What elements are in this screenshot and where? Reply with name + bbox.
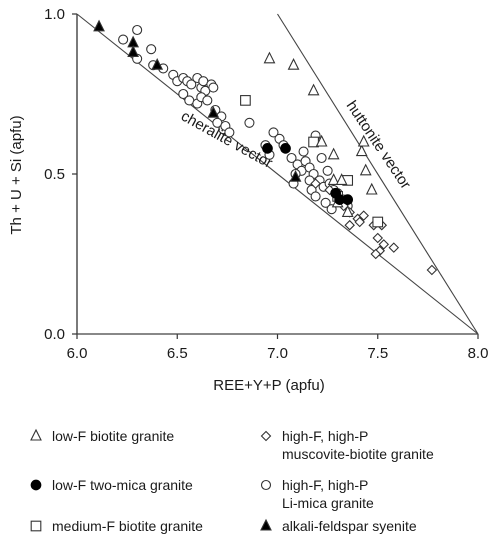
legend-marker-circle-open [260, 479, 272, 491]
data-point-diamond-open [378, 239, 390, 250]
data-point-triangle-filled [127, 45, 140, 57]
data-point-diamond-open [388, 242, 400, 253]
data-point-triangle-open [355, 144, 368, 157]
legend-label: high-F, high-P [282, 428, 368, 444]
legend-entry: high-F, high-P Li-mica granite [260, 477, 374, 511]
series-circle-open [118, 24, 353, 215]
data-point-circle-open [118, 34, 129, 45]
data-point-circle-open [178, 88, 189, 100]
cheralite-vector-label: cheralite vector [178, 108, 275, 172]
data-point-triangle-open [327, 173, 340, 185]
legend-marker-square-open [30, 520, 42, 532]
data-point-circle-open [224, 127, 235, 138]
data-point-diamond-open [370, 248, 382, 260]
data-point-circle-open [244, 117, 255, 128]
legend-entry: alkali-feldspar syenite [260, 518, 417, 534]
legend-label: Li-mica granite [282, 495, 374, 511]
legend-entry: medium-F biotite granite [30, 518, 203, 534]
data-point-diamond-open [354, 216, 365, 228]
x-ticks: 6.0 6.5 7.0 7.5 8.0 [67, 334, 489, 362]
data-point-diamond-open [426, 264, 438, 276]
huttonite-vector-label: huttonite vector [343, 98, 414, 193]
data-point-circle-open [208, 82, 219, 93]
data-point-triangle-open [341, 205, 354, 217]
data-point-circle-filled [280, 143, 291, 154]
legend-marker-triangle-open [30, 428, 42, 441]
y-ticks: 0.0 0.5 1.0 [44, 6, 77, 343]
data-point-triangle-open [359, 163, 372, 176]
legend-label: low-F biotite granite [52, 428, 174, 444]
data-point-circle-open [298, 146, 309, 157]
legend-entry: low-F biotite granite [30, 428, 174, 444]
data-point-triangle-open [287, 57, 300, 70]
x-tick-label: 6.0 [67, 345, 88, 362]
legend-entry: low-F two-mica granite [30, 477, 193, 493]
legend: low-F biotite granite high-F, high-P musco… [30, 428, 434, 534]
y-axis-title: Th + U + Si (apfu) [8, 115, 25, 234]
data-point-triangle-open [365, 182, 378, 195]
data-point-triangle-open [307, 83, 320, 96]
legend-label: medium-F biotite granite [52, 518, 203, 534]
data-point-triangle-open [357, 134, 370, 147]
legend-marker-circle-filled [30, 479, 42, 491]
legend-entry: high-F, high-P muscovite-biotite granite [260, 428, 434, 462]
data-point-circle-open [286, 152, 297, 164]
legend-label: high-F, high-P [282, 477, 368, 493]
legend-label: low-F two-mica granite [52, 477, 193, 493]
y-tick-label: 1.0 [44, 6, 65, 23]
series-circle-filled [262, 143, 354, 205]
legend-label: muscovite-biotite granite [282, 446, 434, 462]
data-point-circle-open [320, 197, 331, 208]
data-point-circle-open [132, 24, 143, 36]
data-point-triangle-filled [93, 19, 105, 32]
data-point-square-open [240, 95, 251, 106]
data-point-triangle-open [315, 134, 328, 147]
y-tick-label: 0.0 [44, 326, 65, 343]
data-point-circle-filled [342, 194, 354, 205]
data-point-square-open [372, 216, 384, 228]
data-points [93, 19, 438, 276]
legend-label: alkali-feldspar syenite [282, 518, 417, 534]
data-point-diamond-open [358, 210, 369, 221]
data-point-circle-open [316, 152, 327, 164]
data-point-circle-open [310, 191, 321, 202]
data-point-diamond-open [310, 178, 321, 189]
huttonite-vector-line [277, 13, 479, 335]
series-triangle-open [263, 51, 378, 217]
data-point-circle-open [268, 127, 279, 138]
legend-marker-diamond-open [260, 430, 272, 442]
data-point-triangle-open [327, 147, 340, 160]
data-point-diamond-open [344, 219, 355, 231]
y-tick-label: 0.5 [44, 166, 65, 183]
data-point-circle-open [322, 165, 333, 176]
x-tick-label: 7.0 [267, 345, 288, 362]
data-point-diamond-open [372, 232, 384, 244]
x-axis-title: REE+Y+P (apfu) [213, 377, 324, 394]
series-triangle-filled [93, 19, 302, 182]
data-point-triangle-filled [289, 169, 302, 182]
x-tick-label: 8.0 [468, 345, 489, 362]
legend-marker-triangle-filled [260, 518, 272, 531]
data-point-circle-open [186, 79, 197, 90]
x-tick-label: 6.5 [167, 345, 188, 362]
data-point-triangle-filled [151, 57, 164, 70]
data-point-circle-open [146, 44, 157, 55]
data-point-circle-open [202, 95, 213, 106]
data-point-circle-filled [262, 143, 273, 154]
data-point-triangle-open [335, 173, 348, 185]
data-point-triangle-filled [207, 105, 220, 118]
x-tick-label: 7.5 [367, 345, 388, 362]
cheralite-vector-line [76, 13, 479, 335]
vector-lines [76, 13, 479, 335]
data-point-triangle-open [263, 51, 276, 64]
